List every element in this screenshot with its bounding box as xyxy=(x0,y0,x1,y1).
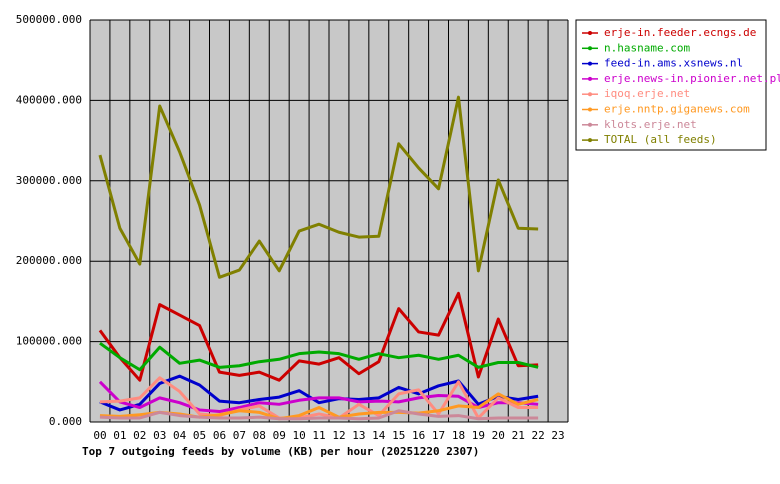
legend-dot xyxy=(588,61,592,66)
x-tick-label: 14 xyxy=(372,429,386,442)
legend-dot xyxy=(588,107,592,112)
legend-label: erje-in.feeder.ecngs.de xyxy=(604,26,756,39)
x-tick-label: 07 xyxy=(233,429,246,442)
legend-label: n.hasname.com xyxy=(604,41,690,54)
legend-label: erje.news-in.pionier.net.pl xyxy=(604,72,780,85)
y-tick-label: 200000.000 xyxy=(16,254,82,267)
x-tick-label: 15 xyxy=(392,429,405,442)
x-tick-label: 01 xyxy=(113,429,126,442)
x-tick-label: 11 xyxy=(312,429,325,442)
series-line xyxy=(99,376,539,420)
x-tick-label: 05 xyxy=(193,429,206,442)
x-tick-label: 10 xyxy=(293,429,306,442)
x-tick-label: 22 xyxy=(532,429,545,442)
series-line xyxy=(98,95,539,279)
x-tick-label: 21 xyxy=(512,429,525,442)
x-tick-label: 03 xyxy=(153,429,166,442)
legend-dot xyxy=(588,76,592,81)
legend-label: feed-in.ams.xsnews.nl xyxy=(604,57,743,70)
series-line xyxy=(98,380,539,414)
chart-title: Top 7 outgoing feeds by volume (KB) per … xyxy=(82,445,479,458)
legend-dot xyxy=(588,122,592,127)
legend xyxy=(575,19,767,151)
y-tick-label: 300000.000 xyxy=(16,174,82,187)
x-tick-label: 02 xyxy=(133,429,146,442)
x-tick-label: 17 xyxy=(432,429,445,442)
x-tick-label: 23 xyxy=(551,429,564,442)
legend-label: erje.nntp.giganews.com xyxy=(604,103,750,116)
series-line xyxy=(99,409,539,421)
x-tick-label: 20 xyxy=(492,429,505,442)
legend-dot xyxy=(588,46,592,51)
y-tick-label: 0.000 xyxy=(49,415,82,428)
x-tick-label: 04 xyxy=(173,429,187,442)
legend-label: TOTAL (all feeds) xyxy=(604,133,717,146)
x-tick-label: 19 xyxy=(472,429,485,442)
legend-label: iqoq.erje.net xyxy=(604,87,690,100)
y-tick-label: 400000.000 xyxy=(16,93,82,106)
series-line xyxy=(99,374,539,412)
legend-label: klots.erje.net xyxy=(604,118,697,131)
x-tick-label: 08 xyxy=(253,429,266,442)
x-tick-label: 06 xyxy=(213,429,226,442)
x-tick-label: 12 xyxy=(332,429,345,442)
x-tick-label: 18 xyxy=(452,429,465,442)
x-tick-label: 13 xyxy=(352,429,365,442)
x-tick-label: 09 xyxy=(273,429,286,442)
x-tick-label: 00 xyxy=(93,429,106,442)
series-line xyxy=(98,291,539,382)
y-tick-label: 100000.000 xyxy=(16,335,82,348)
legend-dot xyxy=(588,31,592,35)
y-tick-label: 500000.000 xyxy=(16,13,82,26)
x-tick-label: 16 xyxy=(412,429,425,442)
legend-dot xyxy=(588,92,592,97)
series-line xyxy=(99,341,539,372)
legend-dot xyxy=(588,138,592,143)
